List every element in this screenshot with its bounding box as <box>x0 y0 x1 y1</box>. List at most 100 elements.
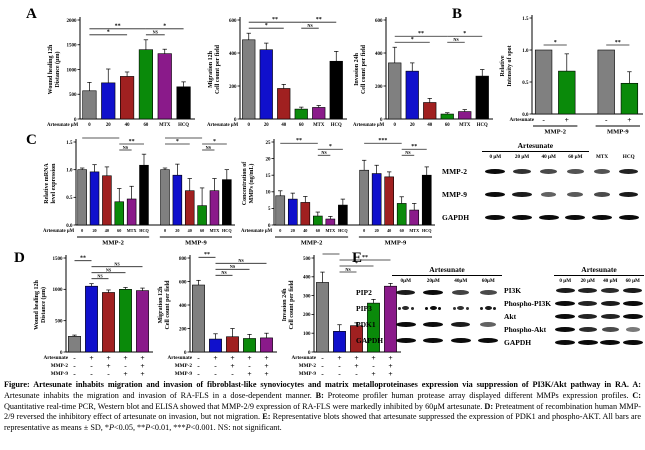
svg-text:NS: NS <box>453 37 459 42</box>
svg-text:HCQ: HCQ <box>422 228 432 233</box>
bar <box>396 203 407 226</box>
svg-text:NS: NS <box>230 264 236 269</box>
svg-text:MMP-9: MMP-9 <box>607 129 629 136</box>
svg-text:100: 100 <box>303 332 311 337</box>
bar <box>119 289 132 353</box>
band <box>567 169 584 174</box>
svg-text:**: ** <box>615 40 621 46</box>
blot-row: PDK1 <box>356 316 502 332</box>
svg-text:0: 0 <box>394 123 397 128</box>
band <box>578 327 597 332</box>
band <box>619 169 639 174</box>
bar <box>423 102 437 120</box>
protein-label: MMP-9 <box>442 190 467 199</box>
bar <box>82 90 97 120</box>
svg-text:MTX: MTX <box>210 228 220 233</box>
band <box>423 337 444 343</box>
svg-text:*: * <box>329 144 332 150</box>
svg-text:0: 0 <box>81 228 83 233</box>
bar <box>313 215 323 226</box>
bar <box>138 49 153 120</box>
band <box>593 169 611 174</box>
svg-text:MTX: MTX <box>459 123 471 128</box>
bar <box>325 218 336 226</box>
svg-text:500: 500 <box>69 93 77 98</box>
svg-text:MMP-2: MMP-2 <box>301 240 323 247</box>
bar <box>85 285 98 353</box>
svg-text:MMP-9: MMP-9 <box>385 240 407 247</box>
svg-text:600: 600 <box>229 19 237 24</box>
band <box>555 340 576 345</box>
svg-text:25: 25 <box>266 141 272 146</box>
bar <box>101 82 116 120</box>
western-blot-mmp: Artesunate 0 μM 20 μM 40 μM 60 μM MTX HCQ MMP-2… <box>442 140 642 229</box>
band <box>555 314 576 319</box>
svg-text:20: 20 <box>291 228 295 233</box>
svg-text:+: + <box>371 369 375 378</box>
bar <box>184 190 195 226</box>
svg-text:0: 0 <box>88 123 91 128</box>
blot-row: PI3K <box>504 284 644 297</box>
svg-text:-: - <box>321 353 324 362</box>
lane-label: 20 μM <box>514 154 530 160</box>
svg-text:0: 0 <box>234 118 237 123</box>
band <box>622 340 643 345</box>
svg-text:-: - <box>338 369 341 378</box>
band <box>451 321 471 327</box>
blot-row: MMP-2 <box>442 160 642 183</box>
svg-text:+: + <box>264 361 268 370</box>
svg-text:**: ** <box>115 24 121 30</box>
svg-text:Artesunate: Artesunate <box>510 117 535 123</box>
svg-text:40: 40 <box>303 228 307 233</box>
svg-text:MMP-2: MMP-2 <box>51 363 69 369</box>
chart-migration-rescue: 0 200 400 600 800 Migration 12h Cell count per… <box>158 252 277 378</box>
svg-text:Cell count per field: Cell count per field <box>361 44 367 94</box>
svg-text:+: + <box>106 353 110 362</box>
svg-text:800: 800 <box>179 257 187 262</box>
svg-text:**: ** <box>98 136 104 139</box>
svg-text:NS: NS <box>405 150 411 155</box>
svg-text:level expression: level expression <box>51 163 57 204</box>
svg-text:0: 0 <box>164 228 166 233</box>
svg-text:0.0: 0.0 <box>66 224 73 229</box>
svg-text:200: 200 <box>303 313 311 318</box>
svg-text:NS: NS <box>307 23 313 28</box>
bar <box>242 39 256 120</box>
svg-text:+: + <box>627 115 631 124</box>
svg-text:+: + <box>388 353 392 362</box>
lane-label: 60μM <box>481 278 495 284</box>
band <box>452 289 470 295</box>
bar <box>243 338 256 353</box>
svg-text:*: * <box>554 40 557 46</box>
svg-text:+: + <box>123 369 127 378</box>
svg-text:40: 40 <box>105 228 109 233</box>
svg-text:Relative mRNA: Relative mRNA <box>44 163 50 204</box>
chart-wound-healing-12h: 0 500 1000 1500 2000 Wound healing 12h Distanc… <box>47 17 195 128</box>
svg-text:+: + <box>264 369 268 378</box>
svg-text:Relative: Relative <box>500 55 506 76</box>
bar <box>222 179 232 226</box>
svg-text:+: + <box>140 353 144 362</box>
svg-text:MTX: MTX <box>127 228 137 233</box>
lane-label: 60 μM <box>625 278 640 284</box>
bar <box>475 75 489 120</box>
svg-text:HCQ: HCQ <box>222 228 232 233</box>
svg-text:1000: 1000 <box>67 68 78 73</box>
bar <box>534 49 553 115</box>
svg-text:+: + <box>354 353 358 362</box>
band <box>577 340 598 345</box>
svg-text:+: + <box>247 369 251 378</box>
svg-text:5: 5 <box>268 207 271 212</box>
svg-text:200: 200 <box>179 327 187 332</box>
protein-label: Akt <box>504 312 517 321</box>
bar <box>176 86 191 120</box>
bar <box>68 336 81 353</box>
bar <box>77 169 87 226</box>
svg-text:300: 300 <box>303 294 311 299</box>
svg-text:60: 60 <box>445 123 450 128</box>
bar <box>192 284 205 353</box>
svg-text:-: - <box>214 361 217 370</box>
band <box>555 301 576 306</box>
bar <box>620 82 639 115</box>
